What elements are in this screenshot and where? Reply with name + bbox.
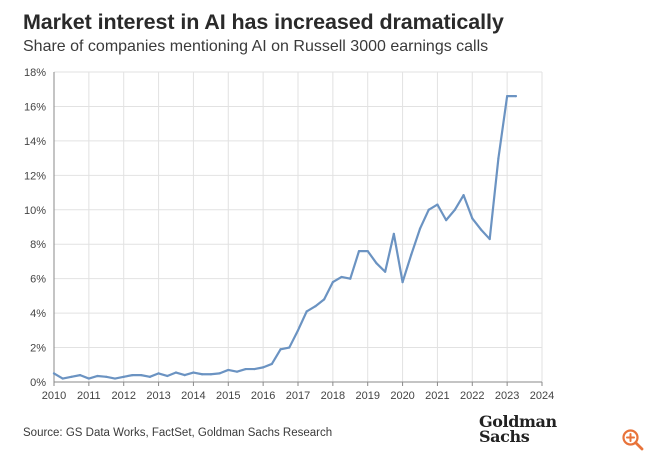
x-tick-label: 2020 <box>390 390 414 402</box>
data-point <box>418 227 422 230</box>
logo-line-2: Sachs <box>479 427 530 446</box>
y-tick-label: 2% <box>30 343 46 355</box>
data-point <box>192 371 195 374</box>
y-tick-label: 18% <box>24 67 46 79</box>
x-tick-label: 2014 <box>181 390 205 402</box>
tick-labels: 0% 2% 4% 6% 8% 10% 12% 14% 16% 18% 2010 2011 2012 201… <box>24 67 554 402</box>
data-point <box>357 250 361 253</box>
data-point <box>122 375 125 378</box>
data-point <box>174 371 178 374</box>
data-point <box>340 275 343 279</box>
x-tick-label: 2017 <box>286 390 310 402</box>
data-point <box>227 368 230 372</box>
data-point <box>296 329 300 332</box>
data-point <box>270 362 273 366</box>
logo-line-1: Goldman <box>479 412 557 431</box>
y-tick-label: 6% <box>30 274 46 286</box>
data-point <box>201 373 204 376</box>
data-point <box>262 366 265 369</box>
data-point <box>314 305 317 308</box>
x-tick-label: 2019 <box>355 390 379 402</box>
y-tick-label: 8% <box>30 239 46 251</box>
zoom-button[interactable] <box>620 427 646 453</box>
data-point <box>157 372 160 375</box>
x-tick-label: 2010 <box>42 390 66 402</box>
data-point <box>366 250 369 253</box>
x-tick-label: 2021 <box>425 390 449 402</box>
data-point <box>209 373 212 376</box>
x-tick-label: 2012 <box>111 390 135 402</box>
goldman-sachs-logo: Goldman Sachs <box>479 412 559 446</box>
x-tick-label: 2022 <box>460 390 484 402</box>
data-point <box>392 232 395 235</box>
data-point <box>166 374 169 378</box>
data-point <box>87 377 90 380</box>
data-point <box>445 219 448 222</box>
source-note: Source: GS Data Works, FactSet, Goldman … <box>23 427 333 439</box>
chart-title: Market interest in AI has increased dram… <box>23 10 504 34</box>
data-point <box>140 374 143 377</box>
data-point <box>331 281 334 284</box>
y-tick-label: 4% <box>30 308 46 320</box>
x-tick-label: 2024 <box>530 390 554 402</box>
data-point <box>131 374 134 377</box>
zoom-in-icon <box>622 429 644 451</box>
x-tick-label: 2011 <box>77 390 101 402</box>
data-point <box>70 375 73 378</box>
data-point <box>436 203 439 206</box>
data-point <box>401 281 404 284</box>
chart-subtitle: Share of companies mentioning AI on Russ… <box>23 38 489 55</box>
data-point <box>497 157 500 160</box>
series-layer <box>52 95 517 380</box>
data-point <box>183 374 186 377</box>
data-point <box>52 372 56 375</box>
data-point <box>410 253 413 256</box>
data-point <box>462 194 465 197</box>
data-point <box>79 374 82 377</box>
data-point <box>253 367 256 371</box>
y-tick-label: 0% <box>30 377 46 389</box>
data-point <box>323 298 326 301</box>
data-point <box>384 270 387 273</box>
data-point <box>453 208 456 211</box>
series-line-0 <box>52 95 517 380</box>
y-tick-label: 12% <box>24 170 46 182</box>
data-point <box>375 262 378 265</box>
data-point <box>349 277 352 280</box>
data-point <box>244 367 247 371</box>
data-point <box>288 346 291 349</box>
x-tick-label: 2013 <box>146 390 170 402</box>
x-tick-label: 2015 <box>216 390 240 402</box>
data-point <box>279 348 282 351</box>
data-point <box>427 208 430 211</box>
data-point <box>479 228 483 231</box>
data-point <box>96 374 99 378</box>
x-tick-label: 2023 <box>495 390 519 402</box>
data-point <box>235 370 239 373</box>
x-tick-label: 2016 <box>251 390 275 402</box>
y-tick-label: 16% <box>24 101 46 113</box>
data-point <box>113 377 117 380</box>
data-point <box>105 375 108 378</box>
axes <box>53 72 543 386</box>
data-point <box>471 217 474 220</box>
data-point <box>514 95 517 98</box>
data-point <box>506 95 509 98</box>
gridlines <box>54 71 543 382</box>
data-point <box>488 237 491 241</box>
data-point <box>61 377 64 380</box>
y-tick-label: 14% <box>24 136 46 148</box>
data-point <box>305 310 308 313</box>
y-tick-label: 10% <box>24 205 46 217</box>
data-point <box>148 375 151 378</box>
data-point <box>218 372 221 375</box>
x-tick-label: 2018 <box>321 390 345 402</box>
